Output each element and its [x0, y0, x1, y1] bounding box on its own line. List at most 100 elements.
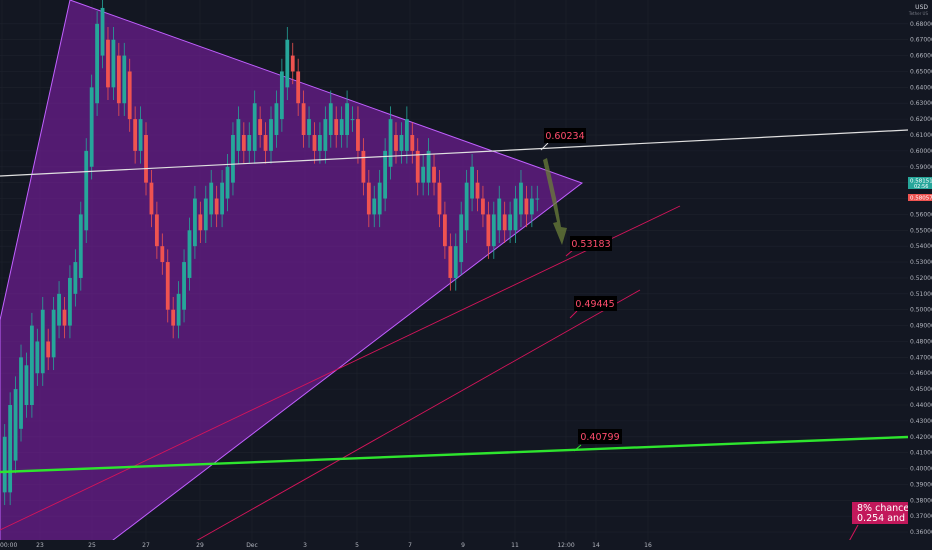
- candle: [138, 106, 143, 164]
- candle: [160, 233, 165, 275]
- candle: [84, 138, 89, 243]
- time-tick-label: 23: [36, 542, 44, 549]
- time-tick-label: 5: [355, 542, 359, 549]
- candle: [8, 392, 13, 506]
- callout-label-line2: 0.254 and rebound: [857, 513, 932, 524]
- candle: [372, 185, 377, 228]
- candle: [339, 106, 344, 148]
- time-tick-label: 25: [88, 542, 96, 549]
- time-tick-label: 7: [408, 542, 412, 549]
- time-tick-label: 14: [592, 542, 600, 549]
- candle: [285, 27, 290, 101]
- callout-label: 0.60234: [545, 131, 584, 142]
- candle: [366, 169, 371, 228]
- price-axis[interactable]: [908, 0, 932, 540]
- candle: [182, 249, 186, 323]
- candle: [448, 233, 453, 291]
- candle: [356, 106, 360, 164]
- support-line-green[interactable]: [0, 435, 909, 474]
- trendline-lower-red[interactable]: [179, 289, 641, 550]
- candle: [307, 106, 311, 148]
- price-badge-value: 0.58151: [910, 179, 932, 185]
- time-tick-label: 9: [461, 542, 465, 549]
- candle: [383, 138, 388, 212]
- candle: [68, 265, 72, 339]
- candle: [481, 185, 485, 228]
- candle: [290, 42, 295, 85]
- candle: [100, 0, 105, 69]
- trendline-upper-red[interactable]: [0, 205, 681, 531]
- candle: [318, 122, 322, 164]
- candle: [328, 90, 333, 148]
- time-tick-label: 29: [196, 542, 204, 549]
- candle: [116, 42, 121, 116]
- candle: [193, 185, 197, 259]
- callout-0-40799[interactable]: 0.40799: [573, 429, 622, 452]
- candle: [279, 58, 284, 132]
- time-tick-label: 27: [142, 542, 150, 549]
- candle: [46, 328, 51, 371]
- callout-label: 0.40799: [580, 432, 619, 443]
- candle: [437, 169, 442, 228]
- time-axis[interactable]: [0, 540, 932, 550]
- candle: [361, 138, 366, 196]
- candle: [29, 312, 34, 418]
- candle: [62, 297, 67, 339]
- candle: [502, 201, 507, 243]
- candle: [524, 185, 529, 228]
- candle: [426, 138, 431, 196]
- candle: [231, 122, 235, 196]
- candle: [127, 58, 132, 132]
- candle: [209, 169, 214, 228]
- time-tick-label: 16: [644, 542, 652, 549]
- time-tick-label: Dec: [246, 542, 258, 549]
- candle: [2, 424, 7, 506]
- candle: [78, 201, 83, 291]
- candle: [149, 169, 154, 228]
- time-tick-label: 11: [511, 542, 519, 549]
- candle: [491, 201, 496, 259]
- candle: [459, 201, 464, 275]
- candle: [404, 106, 409, 164]
- callout-0-53183[interactable]: 0.53183: [565, 236, 612, 257]
- time-tick-label: 12:00: [557, 542, 574, 549]
- candle: [263, 122, 268, 164]
- price-badge: [908, 177, 932, 189]
- candle: [106, 27, 110, 101]
- horizontal-trendline[interactable]: [0, 129, 909, 177]
- time-axis-ticks: 00:00 23 25 27 29 Dec 3 5 7 9 11 12:00 14 16: [0, 542, 652, 549]
- candle: [486, 201, 491, 259]
- candle: [442, 201, 447, 259]
- candle: [296, 58, 301, 116]
- callout-0-49445[interactable]: 0.49445: [569, 296, 617, 319]
- callout-chance[interactable]: 8% chance of 0.254 and rebound: [846, 502, 932, 546]
- callout-0-60234[interactable]: 0.60234: [540, 128, 586, 151]
- arrow-down-icon[interactable]: [543, 158, 567, 245]
- candle: [203, 185, 208, 243]
